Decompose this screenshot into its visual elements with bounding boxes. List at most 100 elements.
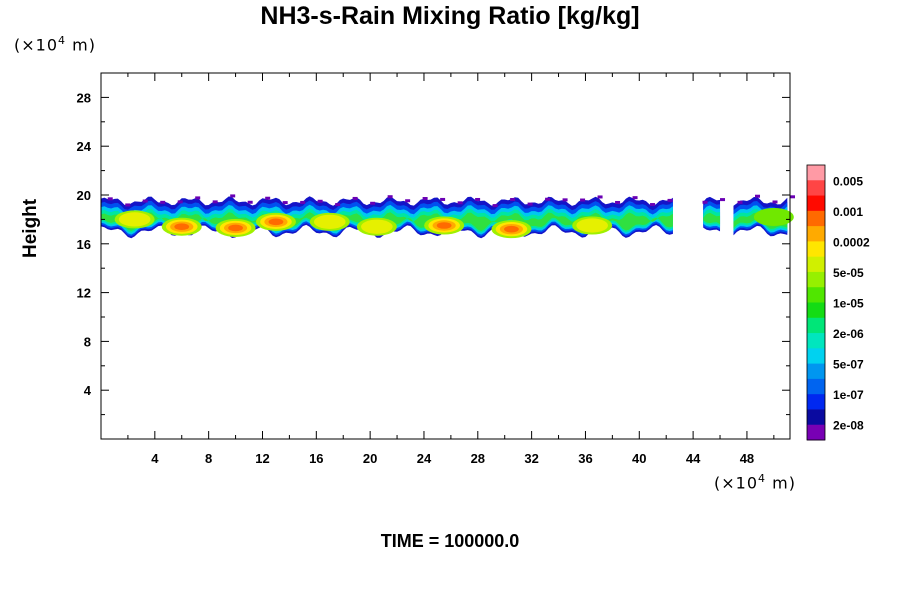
- colorbar-segment: [807, 302, 825, 319]
- layer-core: [118, 212, 151, 227]
- layer-edge-fleck: [772, 200, 778, 204]
- colorbar-segment: [807, 180, 825, 197]
- layer-core: [576, 218, 608, 233]
- colorbar-label: 2e-08: [833, 419, 864, 433]
- y-tick-label: 24: [77, 139, 92, 154]
- colorbar-segment: [807, 348, 825, 365]
- layer-edge-fleck: [405, 199, 411, 203]
- layer-edge-fleck: [755, 194, 761, 198]
- layer-edge-fleck: [107, 197, 113, 201]
- colorbar-segment: [807, 165, 825, 181]
- colorbar-label: 5e-07: [833, 358, 864, 372]
- y-axis-unit: (×104 m): [14, 34, 96, 55]
- layer-edge-fleck: [370, 201, 376, 205]
- x-tick-label: 16: [309, 451, 323, 466]
- x-tick-label: 12: [255, 451, 269, 466]
- colorbar-label: 5e-05: [833, 266, 864, 280]
- y-tick-label: 28: [77, 90, 91, 105]
- layer-edge-fleck: [160, 200, 166, 204]
- layer-edge-fleck: [545, 197, 551, 201]
- x-tick-label: 32: [524, 451, 538, 466]
- x-tick-label: 44: [686, 451, 701, 466]
- y-tick-label: 4: [84, 383, 92, 398]
- colorbar-segment: [807, 409, 825, 426]
- x-tick-label: 40: [632, 451, 646, 466]
- layer-edge-fleck: [667, 198, 673, 202]
- colorbar-segment: [807, 317, 825, 334]
- colorbar-segment: [807, 287, 825, 303]
- layer-edge-fleck: [440, 197, 446, 201]
- x-tick-label: 28: [471, 451, 485, 466]
- layer-core: [361, 219, 393, 234]
- layer-edge-fleck: [265, 196, 271, 200]
- layer-edge-fleck: [387, 195, 393, 199]
- layer-edge-fleck: [317, 199, 323, 203]
- colorbar-label: 0.001: [833, 205, 863, 219]
- colorbar-frame: [806, 164, 826, 441]
- layer-edge-fleck: [142, 199, 148, 203]
- mixing-ratio-field: [101, 194, 795, 239]
- layer-edge-fleck: [247, 200, 253, 204]
- layer-core: [174, 223, 190, 231]
- colorbar-label: 0.0002: [833, 235, 870, 249]
- layer-edge-fleck: [352, 196, 358, 200]
- layer-edge-fleck: [230, 194, 236, 198]
- layer-edge-fleck: [615, 200, 621, 204]
- y-tick-label: 20: [77, 188, 91, 203]
- x-tick-label: 36: [578, 451, 592, 466]
- colorbar-segment: [807, 256, 825, 273]
- layer-edge-fleck: [720, 198, 726, 202]
- x-tick-label: 20: [363, 451, 377, 466]
- layer-edge-fleck: [212, 200, 218, 204]
- colorbar-segment: [807, 271, 825, 288]
- y-tick-label: 16: [77, 237, 91, 252]
- layer-edge-fleck: [335, 203, 341, 207]
- layer-edge-fleck: [177, 200, 183, 204]
- x-tick-label: 24: [417, 451, 432, 466]
- layer-core: [753, 207, 794, 226]
- x-tick-label: 48: [740, 451, 754, 466]
- layer-core: [504, 225, 519, 233]
- layer-edge-fleck: [422, 197, 428, 201]
- layer-edge-fleck: [125, 203, 131, 207]
- colorbar-label: 0.005: [833, 174, 863, 188]
- colorbar-segment: [807, 378, 825, 395]
- colorbar-label: 1e-07: [833, 388, 864, 402]
- layer-edge-fleck: [737, 200, 743, 204]
- layer-core: [436, 222, 452, 229]
- colorbar-segment: [807, 363, 825, 380]
- time-label: TIME = 100000.0: [380, 531, 520, 551]
- colorbar-segment: [807, 226, 825, 242]
- layer-edge-fleck: [790, 195, 795, 199]
- x-axis-unit: (×104 m): [714, 472, 796, 493]
- colorbar: 0.005 0.001 0.0002 5e-05 1e-05 2e-06 5e-07 1e-0…: [806, 164, 870, 441]
- layer-edge-fleck: [282, 201, 288, 205]
- layer-edge-fleck: [632, 196, 638, 200]
- layer-edge-fleck: [702, 200, 708, 204]
- colorbar-segment: [807, 424, 825, 441]
- layer-edge-fleck: [580, 198, 586, 202]
- layer-core: [313, 214, 346, 229]
- layer-edge-fleck: [457, 201, 463, 205]
- colorbar-label: 2e-06: [833, 327, 864, 341]
- layer-edge-fleck: [195, 196, 201, 200]
- layer-core: [228, 224, 243, 232]
- x-tick-label: 8: [205, 451, 212, 466]
- colorbar-segment: [807, 241, 825, 258]
- colorbar-segment: [807, 394, 825, 410]
- layer-edge-fleck: [475, 197, 481, 201]
- layer-edge-fleck: [597, 195, 603, 199]
- colorbar-segment: [807, 333, 825, 349]
- y-tick-label: 12: [77, 286, 91, 301]
- chart-title: NH3-s-Rain Mixing Ratio [kg/kg]: [260, 2, 640, 30]
- layer-edge-fleck: [562, 198, 568, 202]
- colorbar-segment: [807, 210, 825, 227]
- layer-edge-fleck: [492, 204, 498, 208]
- y-tick-label: 8: [84, 334, 91, 349]
- plot-frame: [100, 72, 791, 440]
- colorbar-segment: [807, 195, 825, 212]
- layer-edge-fleck: [510, 197, 516, 201]
- layer-edge-fleck: [527, 202, 533, 206]
